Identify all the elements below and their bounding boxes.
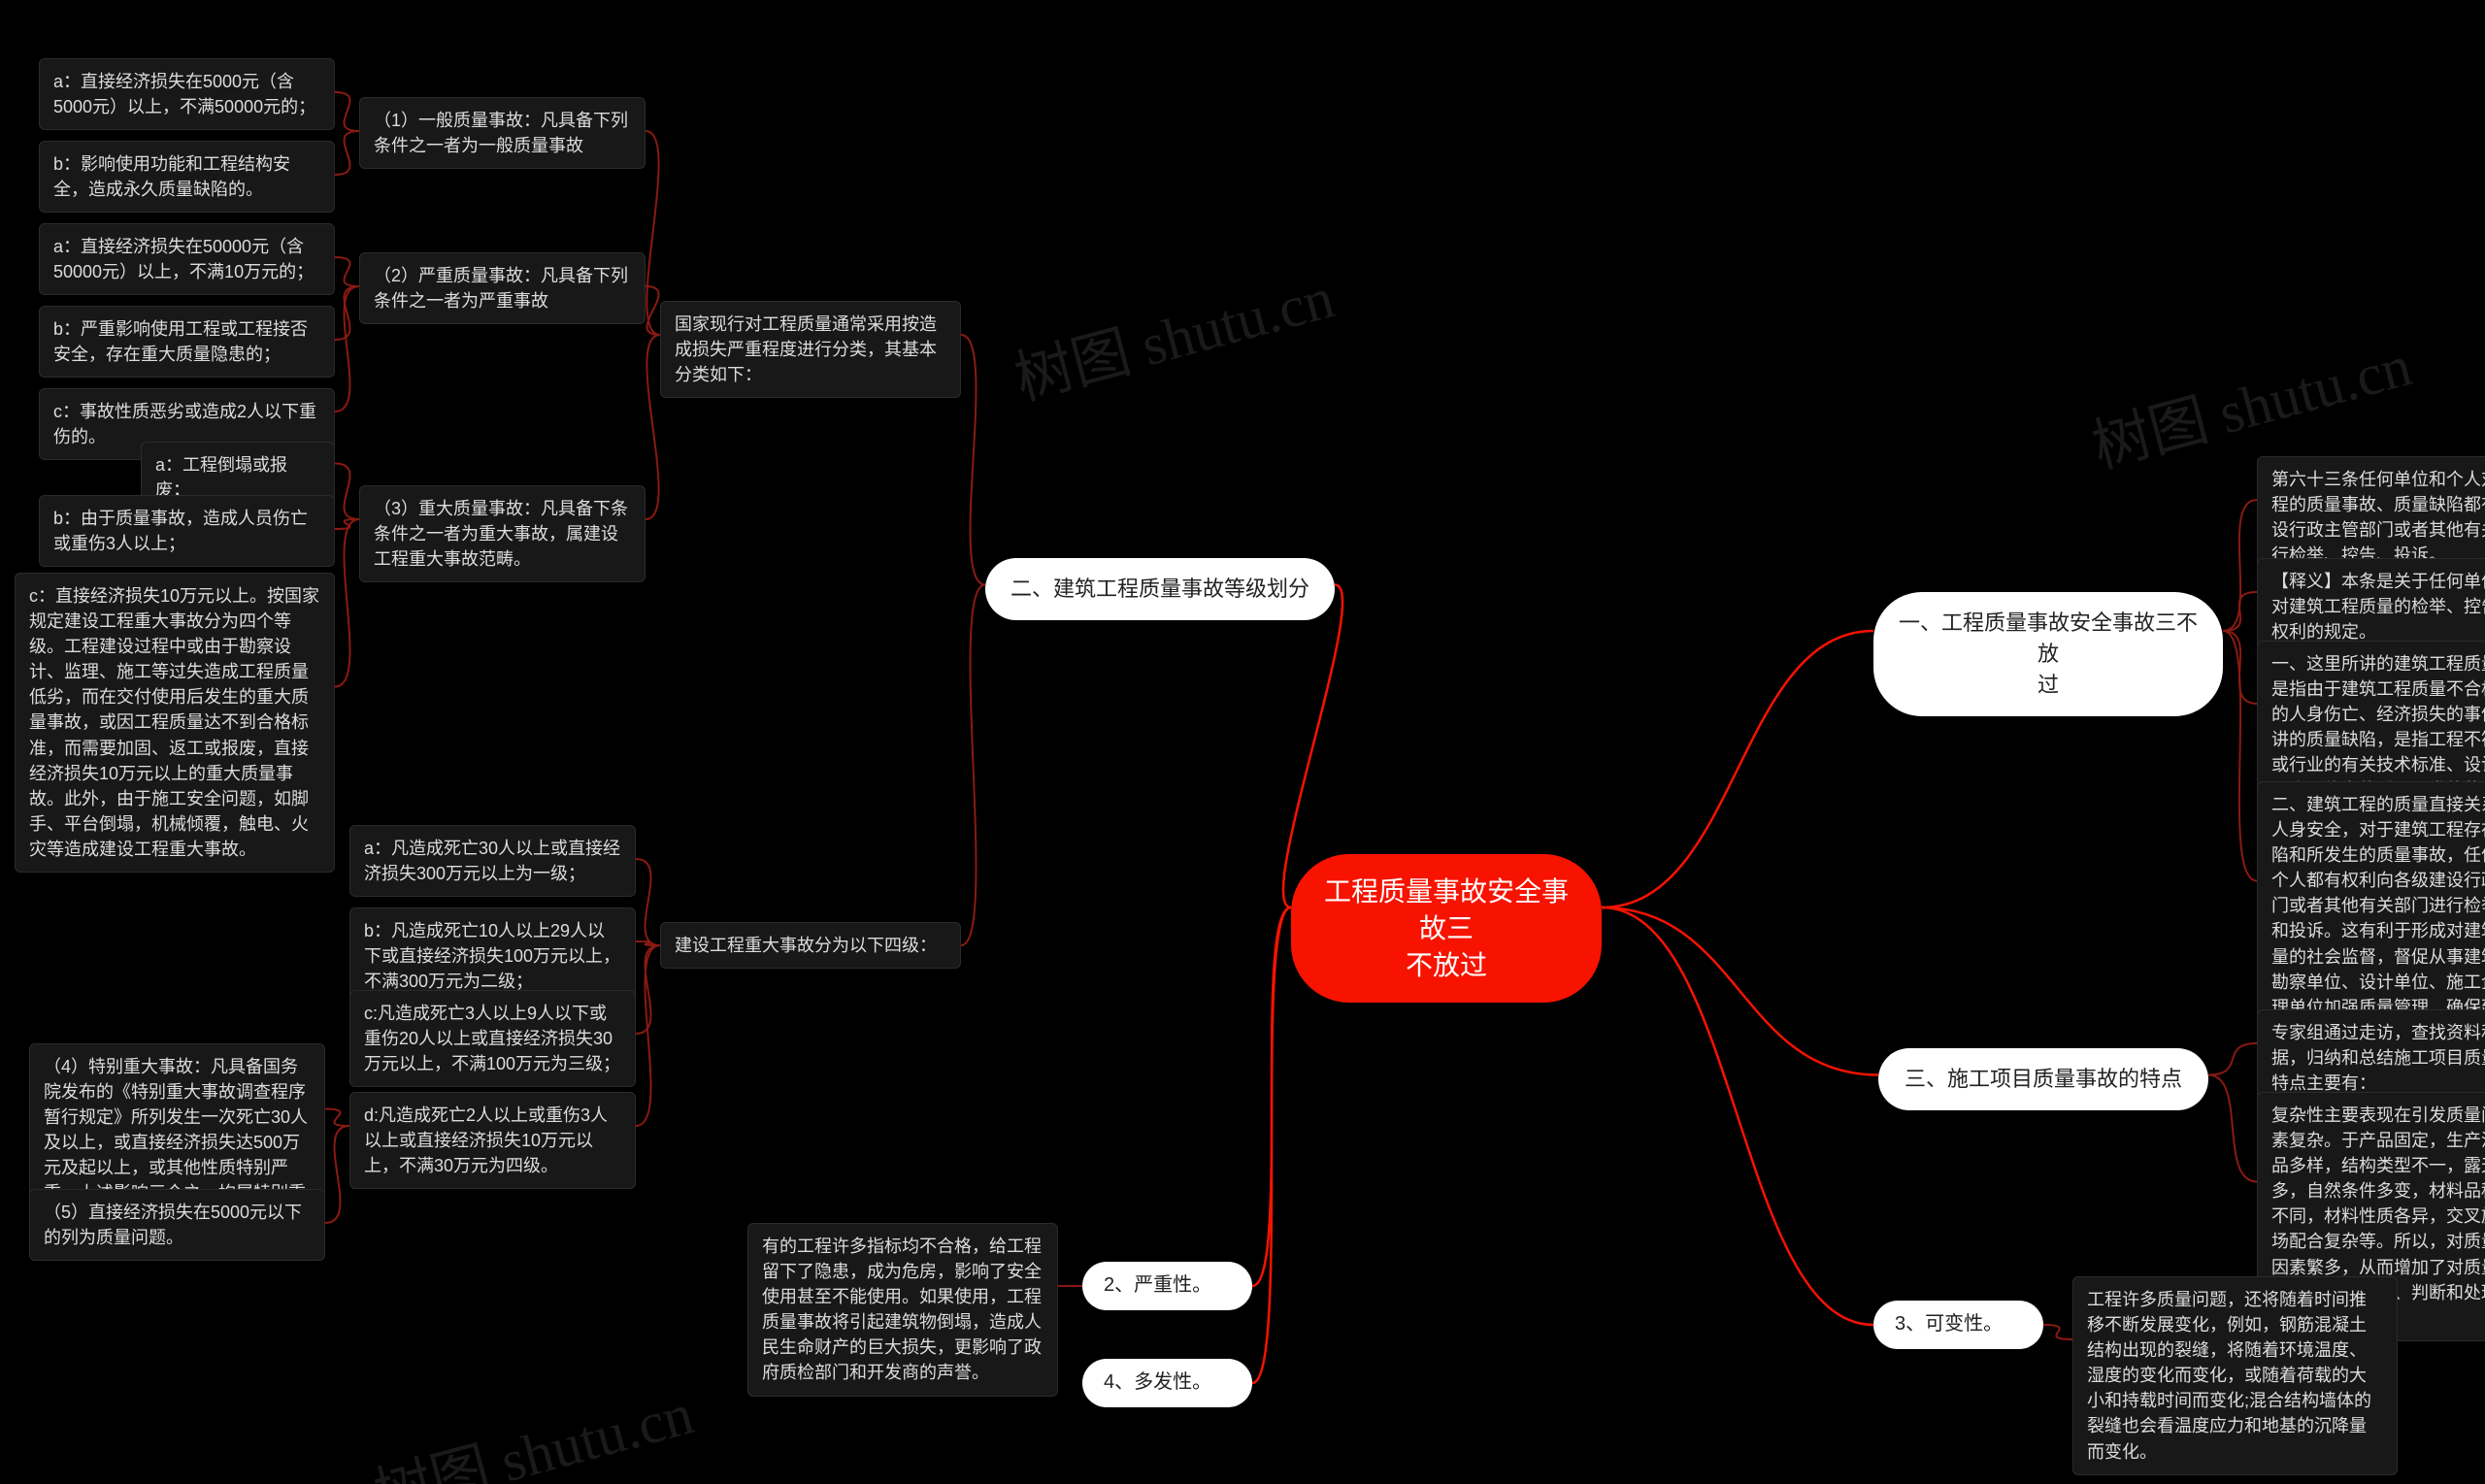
node-s3[interactable]: 三、施工项目质量事故的特点 (1878, 1048, 2208, 1110)
edge (2043, 1325, 2072, 1339)
node-label: c：直接经济损失10万元以上。按国家规定建设工程重大事故分为四个等级。工程建设过… (29, 586, 319, 859)
edge (335, 519, 359, 687)
node-label: c：事故性质恶劣或造成2人以下重伤的。 (53, 402, 316, 446)
edge (636, 945, 660, 1034)
node-s4[interactable]: 2、严重性。 (1082, 1262, 1252, 1310)
node-label: 三、施工项目质量事故的特点 (1905, 1067, 2182, 1091)
node-s6[interactable]: 4、多发性。 (1082, 1359, 1252, 1407)
node-label: 二、建筑工程的质量直接关系到公众人身安全，对于建筑工程存在质量缺陷和所发生的质量… (2271, 795, 2485, 1042)
node-label: b：严重影响使用工程或工程接否安全，存在重大质量隐患的； (53, 319, 308, 364)
node-s2intro[interactable]: 国家现行对工程质量通常采用按造成损失严重程度进行分类，其基本分类如下： (660, 301, 961, 398)
node-s4a[interactable]: 有的工程许多指标均不合格，给工程留下了隐患，成为危房，影响了安全使用甚至不能使用… (747, 1223, 1058, 1397)
node-label: 工程许多质量问题，还将随着时间推移不断发展变化，例如，钢筋混凝土结构出现的裂缝，… (2087, 1290, 2371, 1462)
node-label: a：工程倒塌或报废； (155, 455, 287, 500)
node-label: c:凡造成死亡3人以上9人以下或重伤20人以上或直接经济损失30万元以上，不满1… (364, 1004, 620, 1073)
edge (1602, 907, 1878, 1075)
node-s2fc[interactable]: c:凡造成死亡3人以上9人以下或重伤20人以上或直接经济损失30万元以上，不满1… (349, 990, 636, 1087)
edge (636, 859, 660, 945)
edge (2223, 631, 2257, 704)
node-s5a[interactable]: 工程许多质量问题，还将随着时间推移不断发展变化，例如，钢筋混凝土结构出现的裂缝，… (2072, 1276, 2398, 1475)
node-label: 一、这里所讲的建筑工程质量事故，是指由于建筑工程质量不合格而造成的人身伤亡、经济… (2271, 654, 2485, 800)
node-s2g1a[interactable]: a：直接经济损失在5000元（含5000元）以上，不满50000元的； (39, 58, 335, 130)
mindmap-canvas: 工程质量事故安全事故三不放过 一、工程质量事故安全事故三不放过第六十三条任何单位和… (0, 0, 2485, 1484)
node-label: a：凡造成死亡30人以上或直接经济损失300万元以上为一级； (364, 839, 620, 883)
edge (335, 286, 359, 412)
edge (335, 92, 359, 131)
node-s2g1[interactable]: （1）一般质量事故：凡具备下列条件之一者为一般质量事故 (359, 97, 646, 169)
node-label: 二、建筑工程质量事故等级划分 (1011, 577, 1309, 601)
edge (961, 585, 985, 946)
node-s2g3b[interactable]: b：由于质量事故，造成人员伤亡或重伤3人以上； (39, 495, 335, 567)
edge (636, 945, 660, 1126)
node-s2g2[interactable]: （2）严重质量事故：凡具备下列条件之一者为严重事故 (359, 252, 646, 324)
edge (2208, 1043, 2257, 1075)
edge (2223, 631, 2257, 881)
node-label: 专家组通过走访，查找资料和记录数据，归纳和总结施工项目质量事故的特点主要有： (2271, 1023, 2485, 1093)
node-label: b：影响使用功能和工程结构安全，造成永久质量缺陷的。 (53, 154, 290, 199)
node-label: b：由于质量事故，造成人员伤亡或重伤3人以上； (53, 509, 308, 553)
edge (1602, 631, 1873, 907)
node-label: 2、严重性。 (1104, 1274, 1211, 1296)
node-label: 工程质量事故安全事故三不放过 (1324, 876, 1569, 980)
node-s2g3c[interactable]: c：直接经济损失10万元以上。按国家规定建设工程重大事故分为四个等级。工程建设过… (15, 573, 335, 873)
node-label: b：凡造成死亡10人以上29人以下或直接经济损失100万元以上，不满300万元为… (364, 921, 620, 991)
edge (335, 464, 359, 520)
node-s1[interactable]: 一、工程质量事故安全事故三不放过 (1873, 592, 2223, 716)
node-s2[interactable]: 二、建筑工程质量事故等级划分 (985, 558, 1335, 620)
edge (335, 131, 359, 175)
node-label: 国家现行对工程质量通常采用按造成损失严重程度进行分类，其基本分类如下： (675, 314, 937, 384)
edge (1252, 907, 1291, 1383)
edge (2223, 500, 2257, 631)
edges-layer (0, 0, 2485, 1484)
node-label: 第六十三条任何单位和个人对建筑工程的质量事故、质量缺陷都有权向建设行政主管部门或… (2271, 470, 2485, 565)
node-s2fd5[interactable]: （5）直接经济损失在5000元以下的列为质量问题。 (29, 1189, 325, 1261)
node-s2g1b[interactable]: b：影响使用功能和工程结构安全，造成永久质量缺陷的。 (39, 141, 335, 213)
edge (1252, 907, 1291, 1286)
node-label: 一、工程质量事故安全事故三不放过 (1899, 610, 2198, 697)
edge (325, 1109, 349, 1127)
watermark: 树图 shutu.cn (1004, 250, 1342, 416)
edge (335, 519, 359, 529)
node-root[interactable]: 工程质量事故安全事故三不放过 (1291, 854, 1602, 1003)
edge (646, 131, 660, 335)
node-label: 【释义】本条是关于任何单位和个人对建筑工程质量的检举、控告、投诉权利的规定。 (2271, 572, 2485, 642)
node-s2g2a[interactable]: a：直接经济损失在50000元（含50000元）以上，不满10万元的； (39, 223, 335, 295)
edge (961, 335, 985, 585)
edge (2208, 1075, 2257, 1182)
edge (646, 335, 660, 519)
edge (636, 941, 660, 945)
edge (1602, 907, 1873, 1325)
node-label: 建设工程重大事故分为以下四级： (675, 936, 937, 955)
edge (646, 286, 660, 335)
node-s2fd[interactable]: d:凡造成死亡2人以上或重伤3人以上或直接经济损失10万元以上，不满30万元为四… (349, 1092, 636, 1189)
node-s2four[interactable]: 建设工程重大事故分为以下四级： (660, 922, 961, 969)
node-label: 4、多发性。 (1104, 1371, 1211, 1393)
node-label: 3、可变性。 (1895, 1313, 2003, 1335)
edge (2223, 592, 2257, 631)
node-label: （1）一般质量事故：凡具备下列条件之一者为一般质量事故 (374, 111, 628, 155)
node-label: （3）重大质量事故：凡具备下条条件之一者为重大事故，属建设工程重大事故范畴。 (374, 499, 628, 569)
edge (335, 286, 359, 340)
edge (335, 257, 359, 286)
node-label: （2）严重质量事故：凡具备下列条件之一者为严重事故 (374, 266, 628, 311)
watermark: 树图 shutu.cn (363, 1367, 701, 1484)
node-label: a：直接经济损失在5000元（含5000元）以上，不满50000元的； (53, 72, 315, 116)
node-label: （5）直接经济损失在5000元以下的列为质量问题。 (44, 1203, 302, 1247)
node-s5[interactable]: 3、可变性。 (1873, 1301, 2043, 1349)
node-s2g2b[interactable]: b：严重影响使用工程或工程接否安全，存在重大质量隐患的； (39, 306, 335, 378)
node-s2g3[interactable]: （3）重大质量事故：凡具备下条条件之一者为重大事故，属建设工程重大事故范畴。 (359, 485, 646, 582)
node-label: 有的工程许多指标均不合格，给工程留下了隐患，成为危房，影响了安全使用甚至不能使用… (762, 1237, 1042, 1382)
node-label: a：直接经济损失在50000元（含50000元）以上，不满10万元的； (53, 237, 314, 281)
node-label: d:凡造成死亡2人以上或重伤3人以上或直接经济损失10万元以上，不满30万元为四… (364, 1105, 608, 1175)
node-s2fa[interactable]: a：凡造成死亡30人以上或直接经济损失300万元以上为一级； (349, 825, 636, 897)
edge (325, 1126, 349, 1223)
